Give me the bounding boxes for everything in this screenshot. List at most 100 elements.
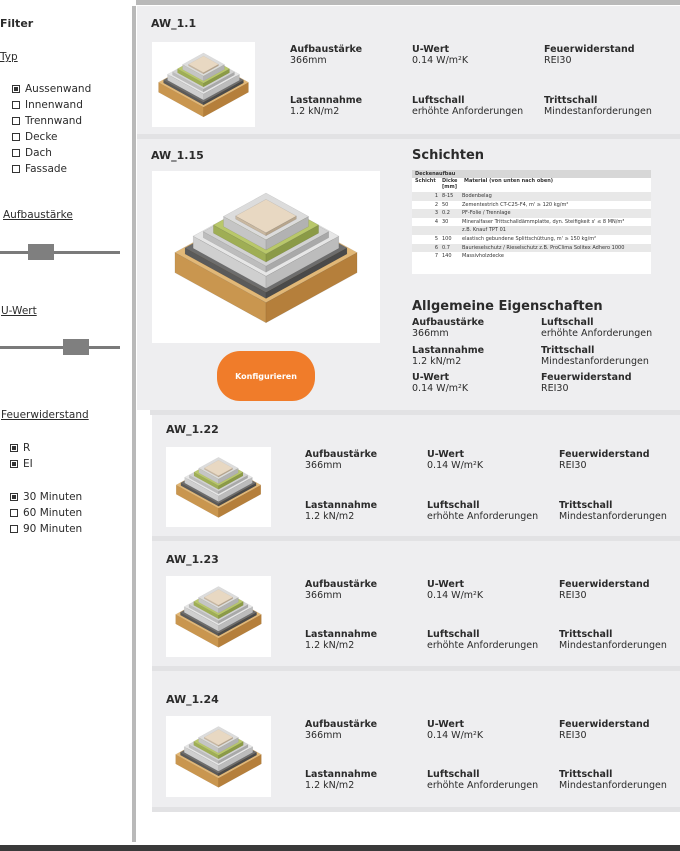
checkbox-icon[interactable]: [12, 165, 20, 173]
checkbox-30-minuten[interactable]: 30 Minuten: [10, 489, 82, 505]
checkbox-icon[interactable]: [12, 101, 20, 109]
checkbox-r[interactable]: R: [10, 440, 33, 456]
prop-trittschall: Trittschall Mindestanforderungen: [559, 629, 667, 651]
schichten-table: Deckenaufbau Schicht Dicke [mm] Material …: [412, 170, 651, 274]
prop-luftschall: Luftschall erhöhte Anforderungen: [427, 769, 539, 791]
filter-sidebar: Filter Typ Aussenwand Innenwand Trennwan…: [0, 0, 132, 851]
layer-stack-image: [175, 726, 262, 788]
prop-luftschall: Luftschall erhöhte Anforderungen: [412, 95, 524, 117]
product-card[interactable]: AW_1.24 Aufbaustärke 366mm U-Wert 0.14 W/m…: [152, 671, 680, 807]
table-row: 1 8-15 Bodenbelag: [412, 192, 651, 201]
layer-stack-image: [174, 192, 358, 324]
feuerwiderstand-heading[interactable]: Feuerwiderstand: [1, 409, 89, 421]
build-up-thumbnail[interactable]: [166, 576, 271, 657]
insulation-layer-side: [218, 601, 244, 620]
product-card-expanded[interactable]: AW_1.15 Konfigurieren Schichten Deckenau…: [137, 139, 680, 410]
checkbox-decke[interactable]: Decke: [12, 129, 91, 145]
product-card[interactable]: AW_1.22 Aufbaustärke 366mm U-Wert 0.14 W/m…: [152, 415, 680, 536]
checkbox-icon[interactable]: [12, 85, 20, 93]
prop-feuerwiderstand: Feuerwiderstand REI30: [559, 449, 650, 471]
filter-title: Filter: [0, 17, 34, 30]
table-row: 7 140 Massivholzdecke: [434, 253, 504, 260]
layer-stack-image: [158, 52, 249, 118]
insulation-layer-side: [218, 471, 244, 490]
prop-luftschall: Luftschall erhöhte Anforderungen: [427, 629, 539, 651]
prop-lastannahme: Lastannahme 1.2 kN/m2: [412, 345, 485, 367]
card-title[interactable]: AW_1.23: [166, 553, 219, 566]
schichten-title: Schichten: [412, 148, 485, 163]
card-title[interactable]: AW_1.1: [151, 17, 197, 30]
konfigurieren-button[interactable]: Konfigurieren: [217, 351, 315, 401]
checkbox-dach[interactable]: Dach: [12, 145, 91, 161]
checkbox-60-minuten[interactable]: 60 Minuten: [10, 505, 82, 521]
prop-lastannahme: Lastannahme 1.2 kN/m2: [305, 629, 378, 651]
floor-layer: [203, 729, 234, 746]
prop-lastannahme: Lastannahme 1.2 kN/m2: [305, 500, 378, 522]
prop-trittschall: Trittschall Mindestanforderungen: [559, 769, 667, 791]
eigenschaften-title: Allgemeine Eigenschaften: [412, 299, 603, 314]
table-caption: Deckenaufbau: [412, 170, 651, 178]
insulation-layer-side: [265, 224, 319, 263]
checkbox-aussenwand[interactable]: Aussenwand: [12, 81, 91, 97]
floor-layer: [204, 460, 233, 476]
feuer-options: R EI: [10, 440, 33, 472]
layer-stack-image: [175, 586, 262, 648]
prop-feuerwiderstand: Feuerwiderstand REI30: [559, 719, 650, 741]
product-card[interactable]: AW_1.23 Aufbaustärke 366mm U-Wert 0.14 W/m…: [152, 541, 680, 666]
uwert-heading[interactable]: U-Wert: [1, 305, 37, 317]
prop-trittschall: Trittschall Mindestanforderungen: [541, 345, 649, 367]
build-up-thumbnail[interactable]: [166, 716, 271, 797]
checkbox-90-minuten[interactable]: 90 Minuten: [10, 521, 82, 537]
checkbox-icon[interactable]: [10, 509, 18, 517]
checkbox-icon[interactable]: [12, 117, 20, 125]
checkbox-icon[interactable]: [10, 525, 18, 533]
card-title[interactable]: AW_1.24: [166, 693, 219, 706]
typ-heading[interactable]: Typ: [0, 51, 18, 63]
checkbox-icon[interactable]: [10, 460, 18, 468]
prop-aufbaustaerke: Aufbaustärke 366mm: [305, 579, 378, 601]
table-header: Schicht Dicke [mm] Material (von unten na…: [415, 178, 554, 190]
prop-aufbaustaerke: Aufbaustärke 366mm: [412, 317, 485, 339]
aufbaustaerke-heading[interactable]: Aufbaustärke: [3, 209, 73, 221]
screed-layer-side: [203, 64, 225, 82]
typ-options: Aussenwand Innenwand Trennwand Decke Dac…: [12, 81, 91, 177]
checkbox-icon[interactable]: [10, 444, 18, 452]
footer-bar: [0, 845, 680, 851]
uwert-slider-track[interactable]: [0, 346, 120, 349]
table-row: 4 30 Mineralfaser Trittschalldämmplatte, d…: [434, 218, 625, 225]
prop-feuerwiderstand: Feuerwiderstand REI30: [544, 44, 635, 66]
checkbox-trennwand[interactable]: Trennwand: [12, 113, 91, 129]
prop-lastannahme: Lastannahme 1.2 kN/m2: [305, 769, 378, 791]
card-separator: [152, 807, 680, 812]
card-separator: [152, 536, 680, 541]
insulation-layer-side: [218, 741, 244, 760]
layer-stack-image: [175, 457, 262, 518]
prop-trittschall: Trittschall Mindestanforderungen: [559, 500, 667, 522]
table-row: 2 50 Zementestrich CT-C25-F4, m' ≥ 120 kg/…: [434, 201, 569, 208]
checkbox-icon[interactable]: [12, 133, 20, 141]
screed-layer-side: [218, 467, 239, 484]
build-up-thumbnail[interactable]: [152, 42, 255, 127]
card-title[interactable]: AW_1.22: [166, 423, 219, 436]
prop-uwert: U-Wert 0.14 W/m²K: [412, 372, 469, 394]
prop-feuerwiderstand: Feuerwiderstand REI30: [541, 372, 632, 394]
aufbaustaerke-slider-track[interactable]: [0, 251, 120, 254]
checkbox-fassade[interactable]: Fassade: [12, 161, 91, 177]
card-separator: [152, 666, 680, 671]
table-row: 3 0.2 PF-Folie / Trennlage: [412, 209, 651, 218]
aufbaustaerke-slider-thumb[interactable]: [28, 244, 54, 260]
build-up-thumbnail[interactable]: [166, 447, 271, 527]
checkbox-icon[interactable]: [12, 149, 20, 157]
prop-uwert: U-Wert 0.14 W/m²K: [427, 449, 484, 471]
checkbox-icon[interactable]: [10, 493, 18, 501]
checkbox-ei[interactable]: EI: [10, 456, 33, 472]
prop-luftschall: Luftschall erhöhte Anforderungen: [541, 317, 653, 339]
checkbox-innenwand[interactable]: Innenwand: [12, 97, 91, 113]
uwert-slider-thumb[interactable]: [63, 339, 89, 355]
build-up-image-large: [152, 171, 380, 343]
table-body: 1 8-15 Bodenbelag 2 50 Zementestrich CT-C25-F…: [412, 192, 651, 261]
table-row: z.B. Knauf TPT 01: [412, 226, 651, 235]
table-row: 5 100 elastisch gebundene Splittschüttung,…: [434, 235, 597, 242]
card-title[interactable]: AW_1.15: [151, 149, 204, 162]
product-card[interactable]: AW_1.1 Aufbaustärke 366mm U-Wert 0.14 W/m²…: [137, 6, 680, 134]
